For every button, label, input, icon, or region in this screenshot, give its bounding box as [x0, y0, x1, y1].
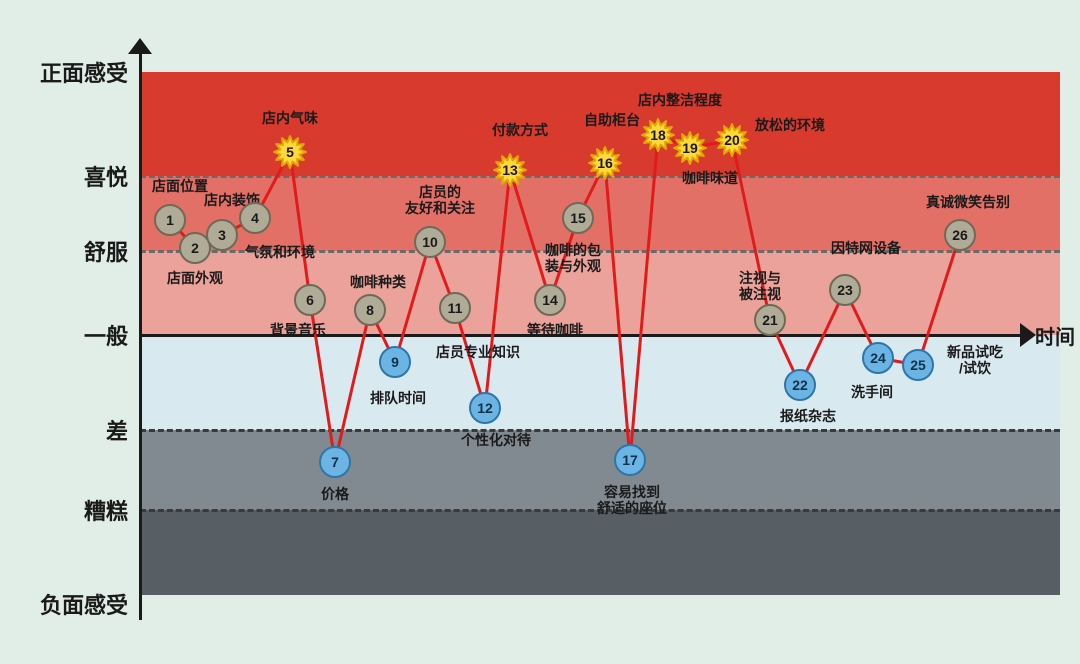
touchpoint-label-26: 真诚微笑告别 — [926, 194, 1010, 210]
touchpoint-label-1: 店面位置 — [152, 178, 208, 194]
touchpoint-5: 5 — [272, 134, 308, 170]
touchpoint-23: 23 — [829, 274, 861, 306]
grid-line — [140, 429, 1060, 432]
touchpoint-18: 18 — [640, 117, 676, 153]
touchpoint-label-7: 价格 — [321, 486, 349, 502]
touchpoint-label-18: 店内整洁程度 — [638, 92, 722, 108]
emotion-journey-chart: 正面感受喜悦舒服一般差糟糕负面感受时间1店面位置2店面外观3店内装饰4气氛和环境… — [0, 0, 1080, 664]
touchpoint-10: 10 — [414, 226, 446, 258]
touchpoint-label-12: 个性化对待 — [461, 432, 531, 448]
touchpoint-label-11: 店员专业知识 — [436, 344, 520, 360]
touchpoint-7: 7 — [319, 446, 351, 478]
touchpoint-3: 3 — [206, 219, 238, 251]
touchpoint-label-8: 咖啡种类 — [350, 274, 406, 290]
y-axis-label: 舒服 — [84, 235, 128, 267]
touchpoint-label-6: 背景音乐 — [270, 322, 326, 338]
touchpoint-22: 22 — [784, 369, 816, 401]
touchpoint-label-14: 等待咖啡 — [527, 322, 583, 338]
touchpoint-label-10: 店员的 友好和关注 — [405, 184, 475, 216]
emotion-band — [140, 510, 1060, 595]
touchpoint-17: 17 — [614, 444, 646, 476]
touchpoint-12: 12 — [469, 392, 501, 424]
touchpoint-21: 21 — [754, 304, 786, 336]
touchpoint-9: 9 — [379, 346, 411, 378]
touchpoint-label-13: 付款方式 — [492, 122, 548, 138]
touchpoint-8: 8 — [354, 294, 386, 326]
touchpoint-19: 19 — [672, 130, 708, 166]
touchpoint-label-20: 放松的环境 — [755, 117, 825, 133]
touchpoint-label-15: 咖啡的包 装与外观 — [545, 242, 601, 274]
touchpoint-25: 25 — [902, 349, 934, 381]
touchpoint-label-23: 因特网设备 — [831, 240, 901, 256]
y-axis-label: 一般 — [84, 319, 128, 351]
touchpoint-26: 26 — [944, 219, 976, 251]
x-axis-arrow-icon — [1020, 323, 1036, 347]
touchpoint-20: 20 — [714, 122, 750, 158]
touchpoint-24: 24 — [862, 342, 894, 374]
emotion-band — [140, 176, 1060, 251]
touchpoint-label-21: 注视与 被注视 — [739, 270, 781, 302]
touchpoint-16: 16 — [587, 145, 623, 181]
touchpoint-6: 6 — [294, 284, 326, 316]
touchpoint-label-5: 店内气味 — [262, 110, 318, 126]
touchpoint-13: 13 — [492, 152, 528, 188]
touchpoint-11: 11 — [439, 292, 471, 324]
touchpoint-label-17: 容易找到 舒适的座位 — [597, 484, 667, 516]
touchpoint-4: 4 — [239, 202, 271, 234]
y-axis-arrow-icon — [128, 38, 152, 54]
touchpoint-label-19: 咖啡味道 — [682, 170, 738, 186]
x-axis-label: 时间 — [1035, 321, 1075, 350]
touchpoint-label-16: 自助柜台 — [584, 112, 640, 128]
touchpoint-label-2: 店面外观 — [167, 270, 223, 286]
touchpoint-14: 14 — [534, 284, 566, 316]
y-axis-label: 负面感受 — [40, 588, 128, 620]
touchpoint-1: 1 — [154, 204, 186, 236]
y-axis-label: 差 — [106, 414, 128, 446]
y-axis-label: 糟糕 — [84, 494, 128, 526]
touchpoint-label-24: 洗手间 — [851, 384, 893, 400]
touchpoint-label-25: 新品试吃 /试饮 — [947, 344, 1003, 376]
y-axis-label: 正面感受 — [40, 56, 128, 88]
touchpoint-label-4: 气氛和环境 — [245, 244, 315, 260]
touchpoint-label-22: 报纸杂志 — [780, 408, 836, 424]
touchpoint-label-9: 排队时间 — [370, 390, 426, 406]
y-axis-label: 喜悦 — [84, 160, 128, 192]
touchpoint-15: 15 — [562, 202, 594, 234]
